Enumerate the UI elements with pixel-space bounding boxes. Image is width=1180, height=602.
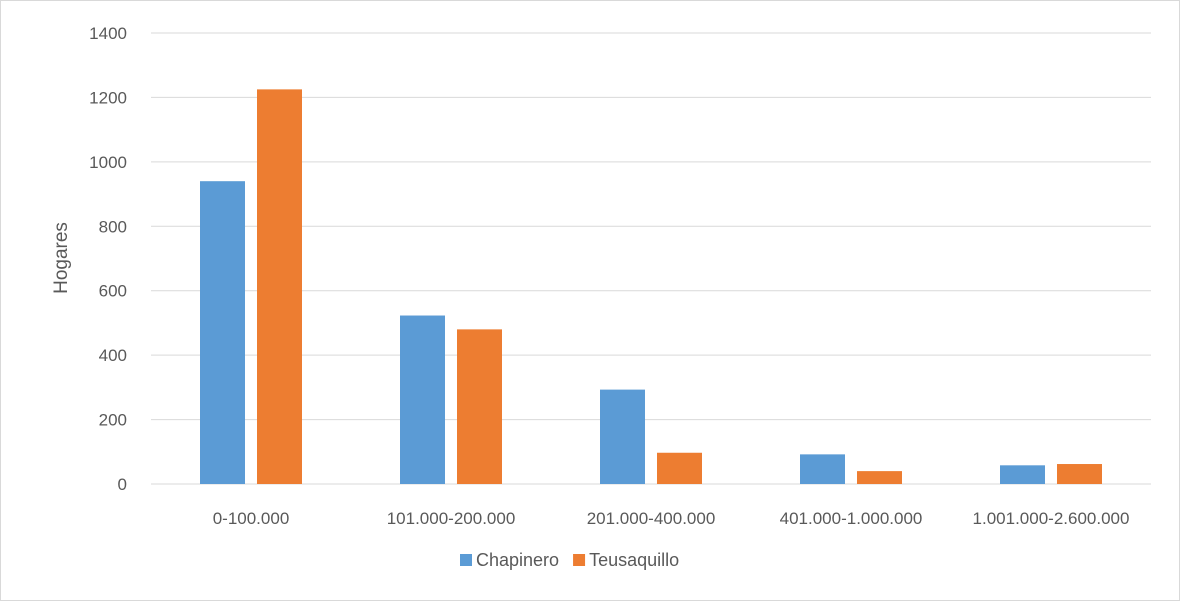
legend: Chapinero Teusaquillo	[460, 550, 679, 570]
bar-chapinero-1	[400, 315, 445, 484]
y-tick-label: 0	[118, 475, 127, 494]
legend-label-teusaquillo: Teusaquillo	[589, 550, 679, 570]
bar-chapinero-2	[600, 389, 645, 484]
legend-swatch-chapinero	[460, 554, 472, 566]
x-tick-label: 101.000-200.000	[387, 509, 516, 528]
bar-teusaquillo-1	[457, 329, 502, 484]
y-tick-label: 600	[99, 282, 127, 301]
y-axis-title: Hogares	[51, 222, 72, 294]
x-tick-label: 0-100.000	[213, 509, 290, 528]
bar-chapinero-0	[200, 181, 245, 484]
y-axis-ticks: 0 200 400 600 800 1000 1200 1400	[89, 24, 127, 494]
bars	[200, 89, 1102, 484]
bar-teusaquillo-4	[1057, 464, 1102, 484]
bar-teusaquillo-3	[857, 471, 902, 484]
y-tick-label: 1400	[89, 24, 127, 43]
x-tick-label: 201.000-400.000	[587, 509, 716, 528]
x-axis-ticks: 0-100.000 101.000-200.000 201.000-400.000 4…	[213, 509, 1130, 528]
bar-teusaquillo-2	[657, 452, 702, 484]
y-tick-label: 400	[99, 346, 127, 365]
legend-swatch-teusaquillo	[573, 554, 586, 566]
y-tick-label: 1000	[89, 153, 127, 172]
y-tick-label: 800	[99, 217, 127, 236]
x-tick-label: 401.000-1.000.000	[780, 509, 923, 528]
bar-chapinero-4	[1000, 465, 1045, 484]
legend-label-chapinero: Chapinero	[476, 550, 559, 570]
x-tick-label: 1.001.000-2.600.000	[973, 509, 1130, 528]
y-tick-label: 200	[99, 411, 127, 430]
gridlines	[151, 32, 1151, 485]
y-tick-label: 1200	[89, 88, 127, 107]
bar-teusaquillo-0	[257, 89, 302, 484]
bar-chapinero-3	[800, 454, 845, 484]
